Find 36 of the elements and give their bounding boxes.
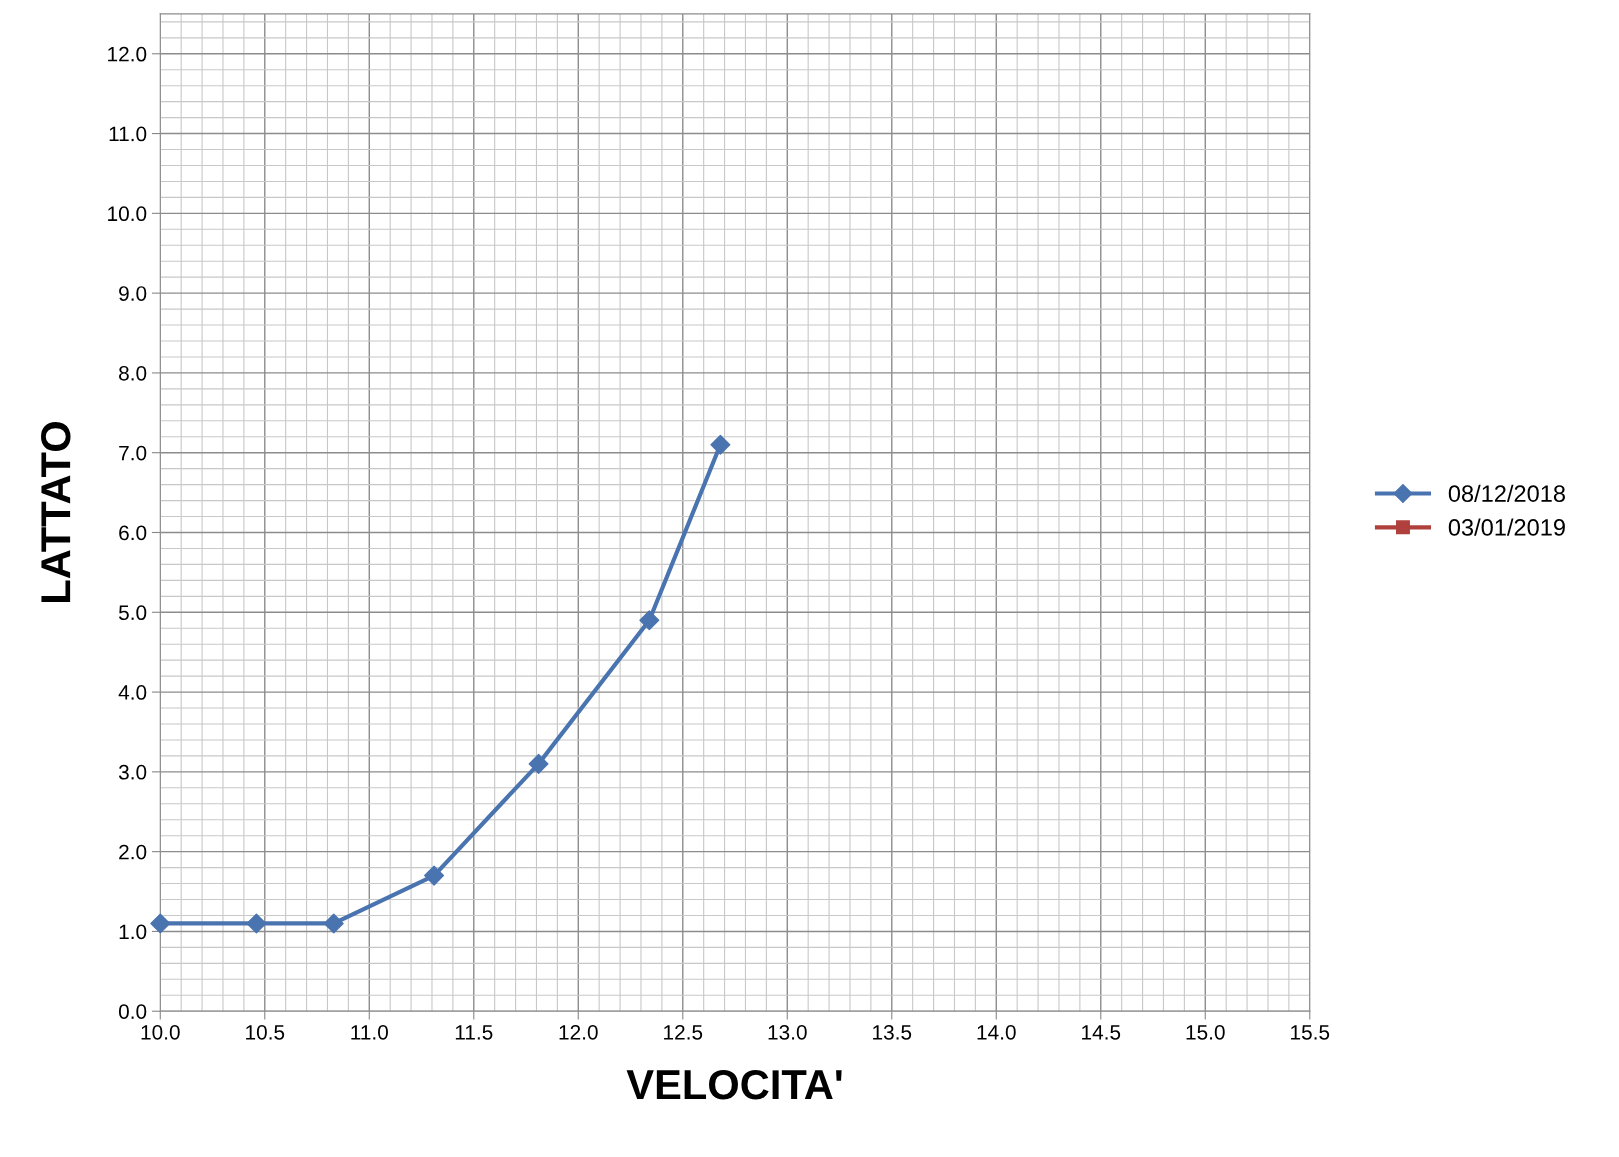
x-tick-label: 14.5 xyxy=(1082,1025,1121,1040)
y-tick-label: 0.0 xyxy=(118,1004,147,1019)
y-axis-title: LATTATO xyxy=(41,422,71,602)
y-tick-label: 4.0 xyxy=(118,685,147,700)
x-axis-title: VELOCITA' xyxy=(626,1069,842,1100)
x-tick-label: 13.5 xyxy=(873,1024,912,1040)
y-tick-label: 5.0 xyxy=(118,605,147,621)
point xyxy=(246,913,267,934)
y-tick-label: 12.0 xyxy=(108,46,147,62)
point xyxy=(424,865,445,886)
x-tick-label: 12.0 xyxy=(559,1024,598,1040)
x-tick-label: 14.0 xyxy=(977,1024,1016,1040)
point xyxy=(639,610,660,631)
x-tick-label: 13.0 xyxy=(768,1024,807,1040)
y-tick-label: 2.0 xyxy=(119,844,147,860)
y-tick-label: 10.0 xyxy=(108,206,147,222)
x-tick-label: 15.0 xyxy=(1186,1024,1225,1040)
point xyxy=(528,753,549,774)
x-tick-label: 10.5 xyxy=(246,1024,285,1040)
y-tick-label: 3.0 xyxy=(118,764,147,780)
point xyxy=(710,434,731,455)
legend-label: 08/12/2018 xyxy=(1448,484,1565,502)
y-tick-label: 8.0 xyxy=(119,365,147,381)
x-tick-label: 12.5 xyxy=(664,1024,703,1040)
point xyxy=(323,913,344,934)
point xyxy=(150,913,171,934)
y-tick-label: 7.0 xyxy=(119,445,147,461)
x-tick-label: 11.5 xyxy=(455,1025,493,1040)
y-tick-label: 1.0 xyxy=(119,924,147,940)
x-tick-label: 15.5 xyxy=(1291,1025,1330,1040)
y-tick-label: 11.0 xyxy=(109,126,147,142)
x-tick-label: 11.0 xyxy=(351,1024,388,1040)
x-tick-label: 10.0 xyxy=(141,1024,180,1040)
y-tick-label: 6.0 xyxy=(119,525,147,541)
legend-label: 03/01/2019 xyxy=(1448,518,1565,536)
y-tick-label: 9.0 xyxy=(119,286,147,301)
